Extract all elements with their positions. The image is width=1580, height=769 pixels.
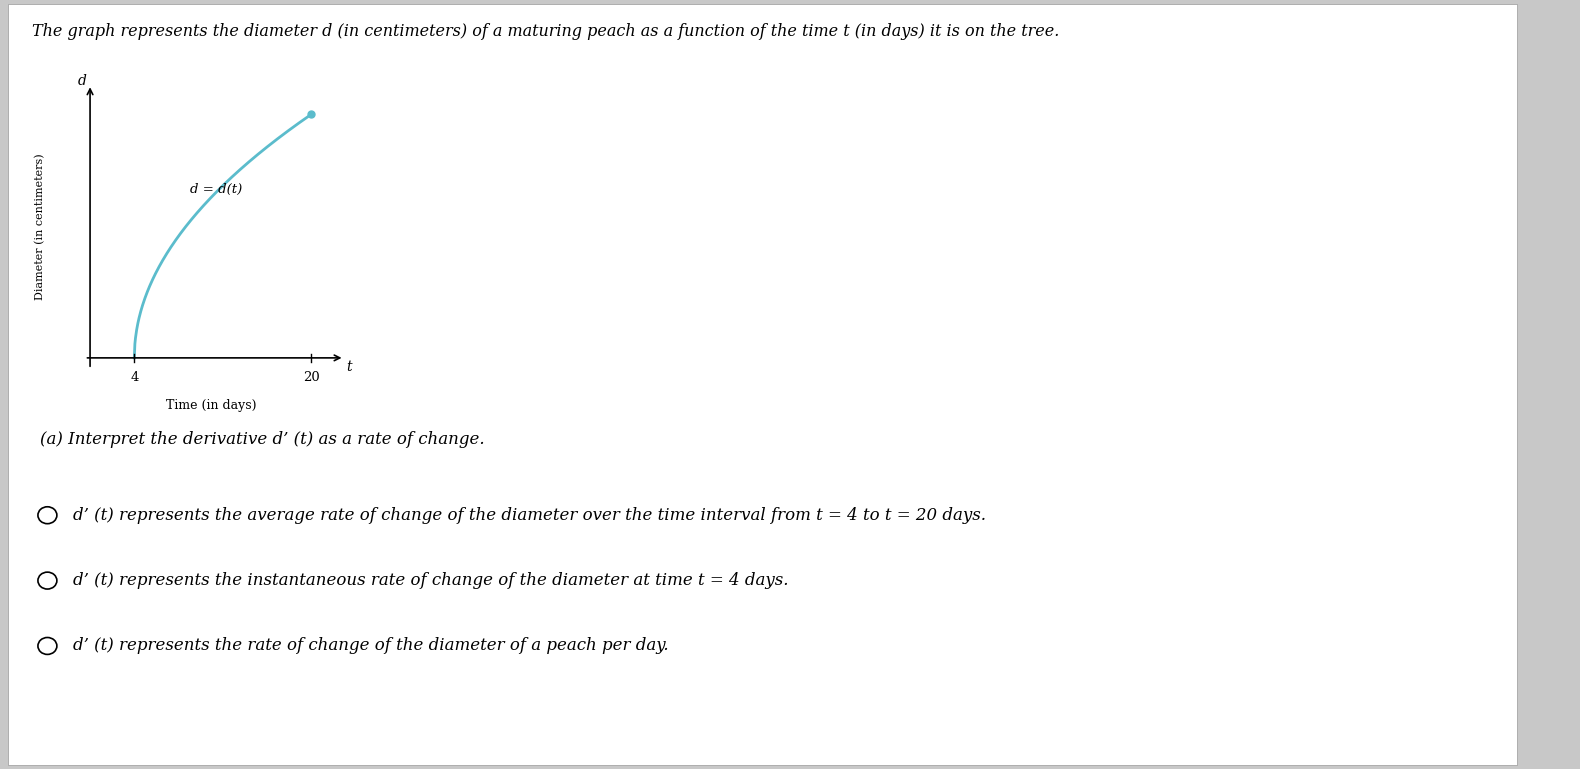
Text: d’ (t) represents the rate of change of the diameter of a peach per day.: d’ (t) represents the rate of change of …: [73, 638, 668, 654]
Text: Diameter (in centimeters): Diameter (in centimeters): [35, 154, 46, 300]
Text: 4: 4: [130, 371, 139, 384]
Text: d: d: [77, 74, 87, 88]
Text: d’ (t) represents the average rate of change of the diameter over the time inter: d’ (t) represents the average rate of ch…: [73, 507, 986, 524]
Text: (a) Interpret the derivative d’ (t) as a rate of change.: (a) Interpret the derivative d’ (t) as a…: [40, 431, 483, 448]
Text: t: t: [346, 360, 352, 375]
Text: 20: 20: [303, 371, 319, 384]
Text: The graph represents the diameter d (in centimeters) of a maturing peach as a fu: The graph represents the diameter d (in …: [32, 23, 1059, 40]
Text: d = d(t): d = d(t): [190, 183, 242, 196]
Text: Time (in days): Time (in days): [166, 399, 258, 412]
Text: d’ (t) represents the instantaneous rate of change of the diameter at time t = 4: d’ (t) represents the instantaneous rate…: [73, 572, 788, 589]
